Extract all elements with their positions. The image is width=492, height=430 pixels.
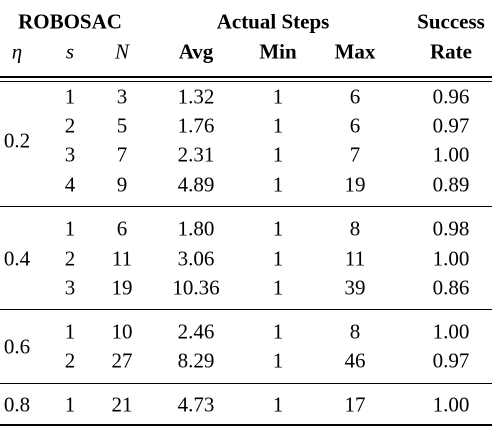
cell-s: 1 xyxy=(64,84,76,109)
cell-max: 6 xyxy=(349,84,361,109)
cell-max: 7 xyxy=(349,142,361,167)
cell-max: 39 xyxy=(344,275,366,300)
cell-rate: 1.00 xyxy=(432,142,470,167)
cell-avg: 10.36 xyxy=(172,275,220,300)
cell-s: 2 xyxy=(64,348,76,373)
header-rule-double xyxy=(0,81,492,82)
cell-s: 1 xyxy=(64,319,76,344)
cell-max: 46 xyxy=(344,348,366,373)
bottom-rule xyxy=(0,424,492,426)
cell-n: 9 xyxy=(116,172,128,197)
cell-eta: 0.2 xyxy=(3,128,31,153)
header-s: s xyxy=(65,39,75,64)
cell-eta: 0.8 xyxy=(3,392,31,417)
cell-min: 1 xyxy=(272,84,284,109)
cell-max: 6 xyxy=(349,113,361,138)
group-rule-1 xyxy=(0,206,492,207)
cell-max: 17 xyxy=(344,392,366,417)
group-rule-2 xyxy=(0,309,492,310)
cell-rate: 1.00 xyxy=(432,246,470,271)
header-avg: Avg xyxy=(178,39,214,64)
cell-rate: 0.97 xyxy=(432,348,470,373)
cell-s: 2 xyxy=(64,246,76,271)
cell-min: 1 xyxy=(272,275,284,300)
cell-n: 3 xyxy=(116,84,128,109)
cell-rate: 0.96 xyxy=(432,84,470,109)
group-rule-3 xyxy=(0,383,492,384)
cell-avg: 2.31 xyxy=(177,142,215,167)
cell-rate: 0.98 xyxy=(432,216,470,241)
cell-n: 21 xyxy=(111,392,133,417)
header-eta: η xyxy=(11,39,23,64)
cell-rate: 1.00 xyxy=(432,392,470,417)
header-n: N xyxy=(114,39,130,64)
cell-avg: 8.29 xyxy=(177,348,215,373)
cell-min: 1 xyxy=(272,392,284,417)
cell-min: 1 xyxy=(272,319,284,344)
header-rule xyxy=(0,76,492,78)
cell-s: 1 xyxy=(64,216,76,241)
cell-n: 6 xyxy=(116,216,128,241)
cell-s: 3 xyxy=(64,275,76,300)
cell-rate: 0.89 xyxy=(432,172,470,197)
header-rate: Rate xyxy=(430,39,472,64)
cell-min: 1 xyxy=(272,348,284,373)
header-max: Max xyxy=(334,39,376,64)
cell-rate: 0.97 xyxy=(432,113,470,138)
header-success: Success xyxy=(417,9,485,34)
cell-rate: 0.86 xyxy=(432,275,470,300)
cell-max: 11 xyxy=(344,246,366,271)
cell-min: 1 xyxy=(272,216,284,241)
cell-s: 3 xyxy=(64,142,76,167)
header-robosac: ROBOSAC xyxy=(18,9,122,34)
cell-max: 8 xyxy=(349,216,361,241)
cell-min: 1 xyxy=(272,113,284,138)
cell-n: 10 xyxy=(111,319,133,344)
cell-avg: 2.46 xyxy=(177,319,215,344)
cell-n: 5 xyxy=(116,113,128,138)
cell-avg: 1.32 xyxy=(177,84,215,109)
cell-eta: 0.6 xyxy=(3,334,31,358)
cell-n: 11 xyxy=(111,246,133,271)
cell-max: 19 xyxy=(344,172,366,197)
cell-avg: 1.76 xyxy=(177,113,215,138)
cell-s: 2 xyxy=(64,113,76,138)
cell-s: 4 xyxy=(64,172,76,197)
cell-avg: 4.73 xyxy=(177,392,215,417)
cell-max: 8 xyxy=(349,319,361,344)
cell-n: 19 xyxy=(111,275,133,300)
header-actual-steps: Actual Steps xyxy=(216,9,330,34)
header-min: Min xyxy=(259,39,297,64)
cell-n: 27 xyxy=(111,348,133,373)
cell-avg: 1.80 xyxy=(177,216,215,241)
cell-eta: 0.4 xyxy=(3,246,31,270)
cell-avg: 3.06 xyxy=(177,246,215,271)
cell-avg: 4.89 xyxy=(177,172,215,197)
cell-min: 1 xyxy=(272,172,284,197)
cell-rate: 1.00 xyxy=(432,319,470,344)
cell-min: 1 xyxy=(272,142,284,167)
cell-s: 1 xyxy=(64,392,76,417)
cell-n: 7 xyxy=(116,142,128,167)
cell-min: 1 xyxy=(272,246,284,271)
